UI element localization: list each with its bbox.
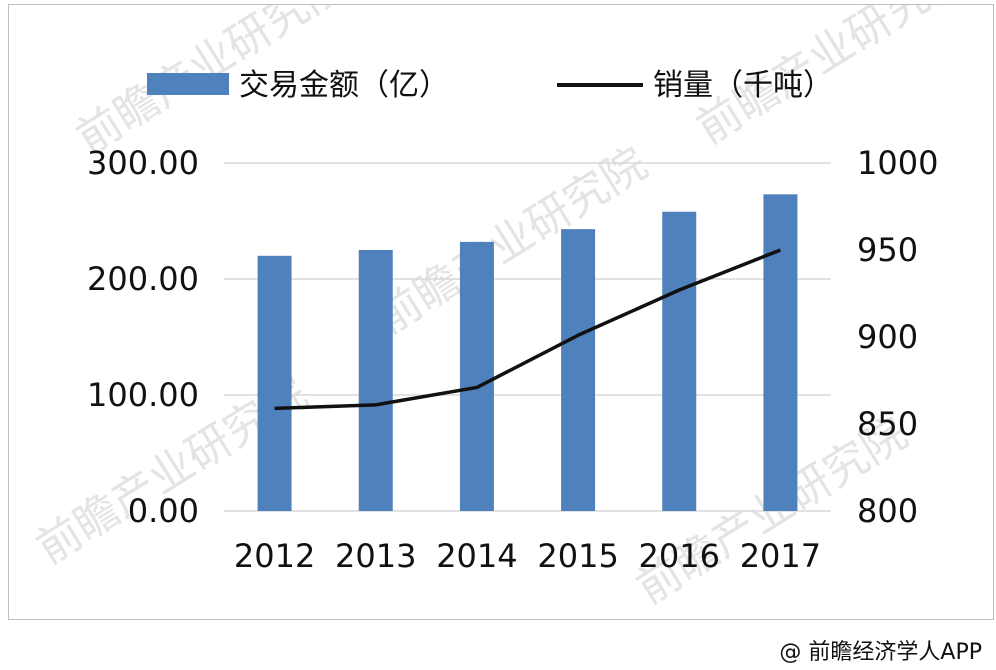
bar-2013 bbox=[358, 250, 393, 511]
legend-label-bar: 交易金额（亿） bbox=[239, 68, 449, 103]
left-axis-ticks: 300.00 200.00 100.00 0.00 bbox=[87, 144, 199, 530]
left-tick-label: 100.00 bbox=[87, 376, 199, 414]
bar-2015 bbox=[561, 229, 596, 511]
right-tick-label: 1000 bbox=[857, 144, 938, 182]
x-axis-ticks: 2012 2013 2014 2015 2016 2017 bbox=[234, 537, 821, 575]
x-tick-label: 2016 bbox=[639, 537, 720, 575]
left-tick-label: 200.00 bbox=[87, 260, 199, 298]
sales-line bbox=[274, 248, 782, 411]
right-tick-label: 850 bbox=[857, 405, 918, 443]
x-tick-label: 2014 bbox=[436, 537, 517, 575]
right-tick-label: 950 bbox=[857, 231, 918, 269]
x-tick-label: 2017 bbox=[740, 537, 821, 575]
line-series bbox=[274, 248, 782, 411]
bar-2014 bbox=[459, 241, 494, 511]
watermark-text: 前瞻产业研究院 bbox=[368, 138, 656, 344]
x-tick-label: 2013 bbox=[335, 537, 416, 575]
x-tick-label: 2015 bbox=[537, 537, 618, 575]
legend-swatch-bar bbox=[147, 73, 229, 95]
left-tick-label: 0.00 bbox=[128, 492, 199, 530]
right-tick-label: 900 bbox=[857, 318, 918, 356]
left-tick-label: 300.00 bbox=[87, 144, 199, 182]
gridlines bbox=[224, 162, 831, 512]
bar-2017 bbox=[763, 194, 798, 511]
x-tick-label: 2012 bbox=[234, 537, 315, 575]
bar-2012 bbox=[257, 255, 292, 511]
bar-2016 bbox=[662, 211, 697, 511]
bar-series bbox=[257, 194, 798, 511]
source-credit: @ 前瞻经济学人APP bbox=[779, 640, 982, 665]
chart-canvas: 前瞻产业研究院前瞻产业研究院前瞻产业研究院前瞻产业研究院前瞻产业研究院 交易金额… bbox=[28, 5, 976, 614]
chart-frame: 前瞻产业研究院前瞻产业研究院前瞻产业研究院前瞻产业研究院前瞻产业研究院 交易金额… bbox=[8, 4, 994, 620]
legend: 交易金额（亿） 销量（千吨） bbox=[147, 68, 833, 103]
right-axis-ticks: 1000 950 900 850 800 bbox=[857, 144, 938, 530]
right-tick-label: 800 bbox=[857, 492, 918, 530]
legend-label-line: 销量（千吨） bbox=[653, 68, 833, 103]
